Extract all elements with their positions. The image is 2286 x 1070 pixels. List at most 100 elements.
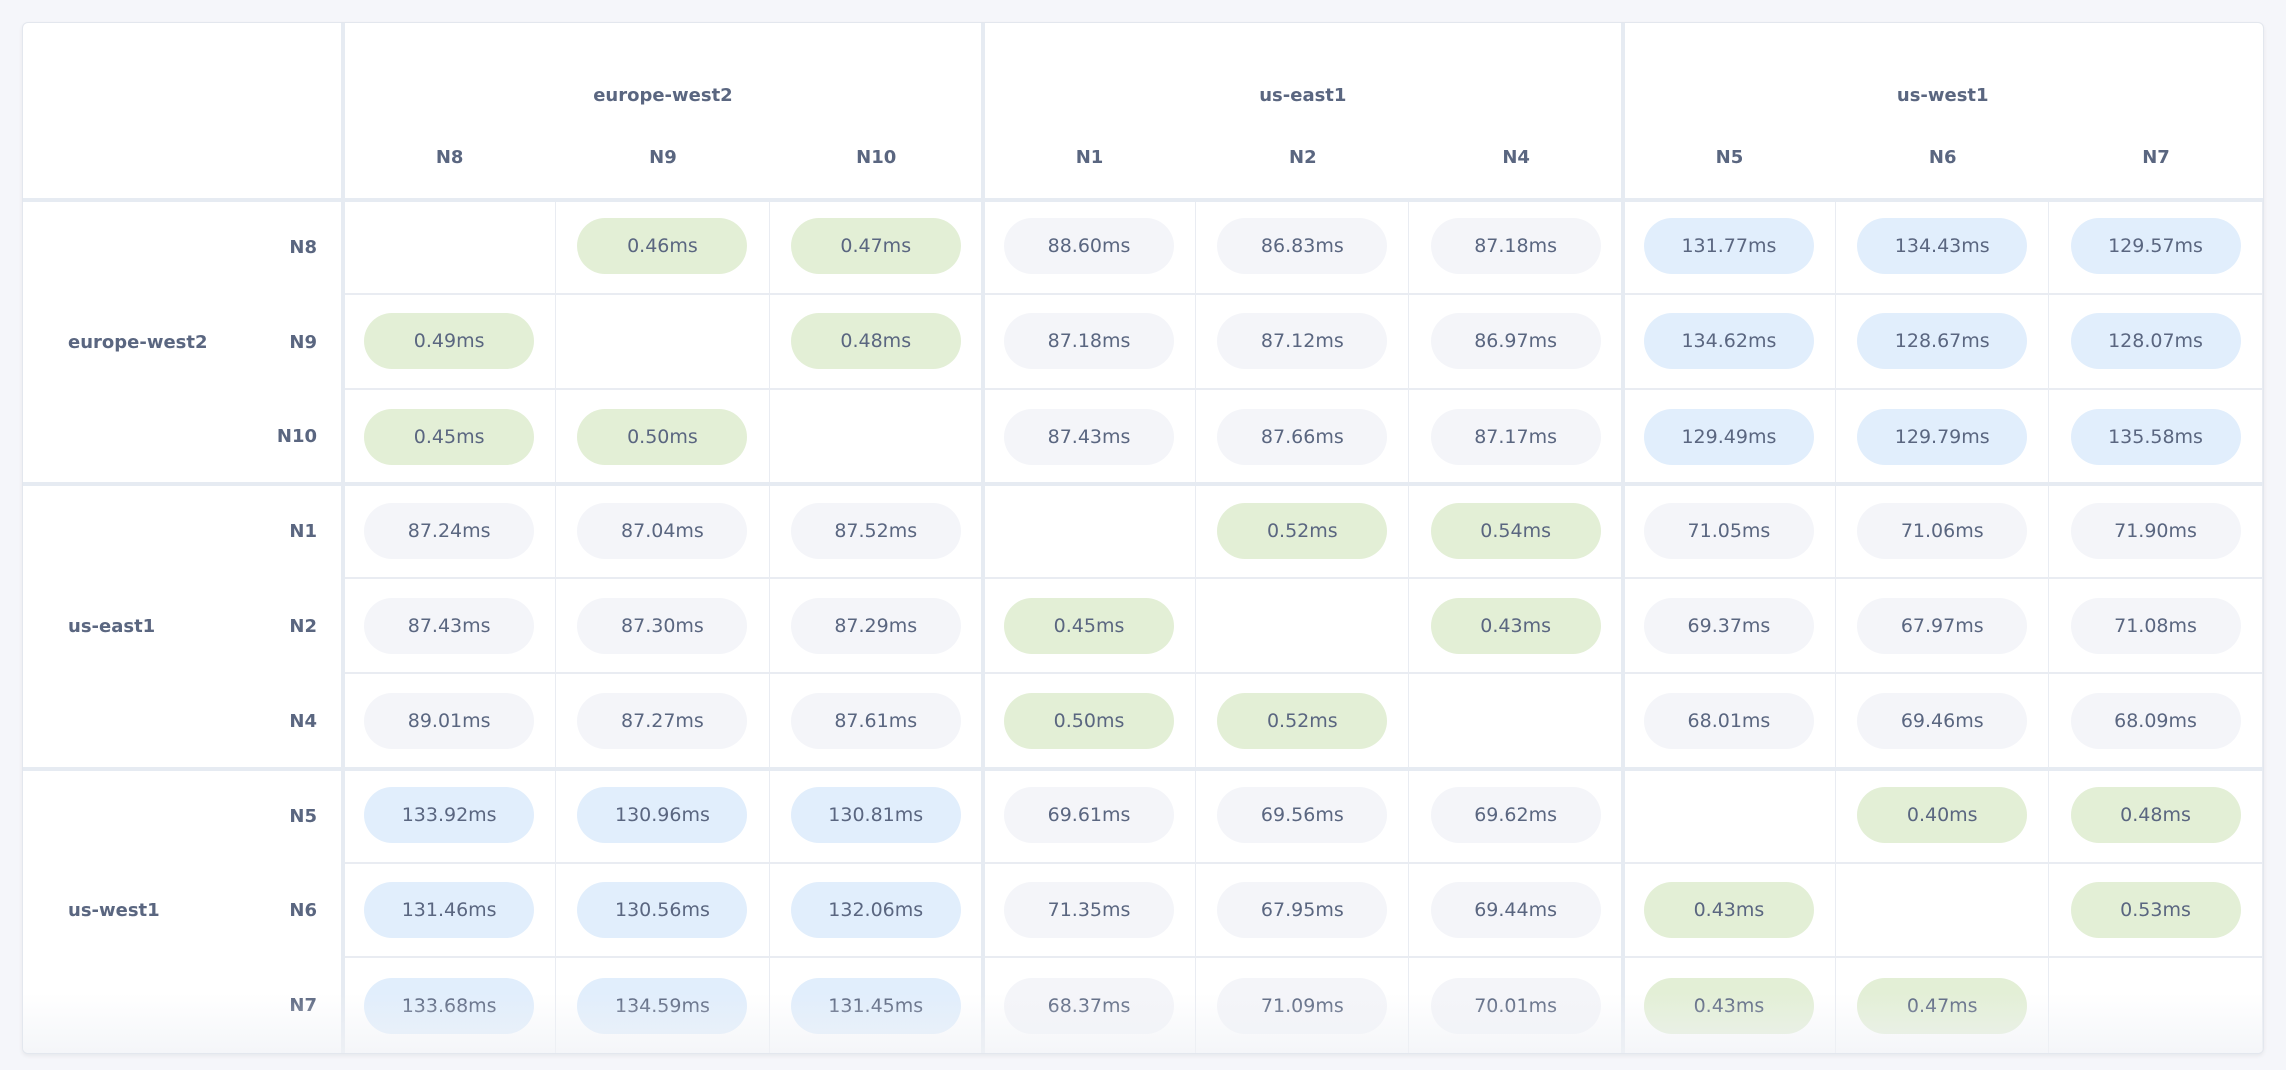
matrix-cell: 87.30ms (556, 579, 770, 674)
latency-badge-far: 129.57ms (2070, 218, 2241, 275)
latency-badge-far: 134.43ms (1857, 218, 2028, 275)
matrix-cell: 130.96ms (556, 768, 770, 864)
latency-badge-medium: 69.56ms (1217, 787, 1388, 844)
latency-badge-medium: 87.43ms (364, 597, 535, 654)
matrix-cell: 0.52ms (1196, 673, 1410, 769)
latency-badge-far: 132.06ms (790, 881, 961, 938)
latency-badge-far: 130.56ms (577, 881, 748, 938)
latency-badge-medium: 69.61ms (1004, 787, 1175, 844)
latency-badge-medium: 68.09ms (2070, 693, 2241, 750)
latency-badge-medium: 69.46ms (1857, 693, 2028, 750)
matrix-cell: 71.90ms (2049, 484, 2263, 580)
matrix-cell: 67.97ms (1836, 579, 2050, 674)
matrix-cell: 68.37ms (983, 958, 1197, 1053)
column-node-header: N4 (1502, 146, 1530, 168)
column-region-header: europe-west2 (593, 85, 733, 106)
latency-badge-medium: 87.12ms (1217, 313, 1388, 370)
matrix-cell (1622, 768, 1837, 864)
latency-badge-local: 0.48ms (790, 313, 961, 370)
latency-badge-far: 131.45ms (790, 977, 961, 1034)
matrix-cell: 87.27ms (556, 673, 770, 769)
matrix-cell (343, 200, 557, 295)
latency-badge-far: 130.81ms (790, 787, 961, 844)
matrix-cell: 129.57ms (2049, 200, 2263, 295)
latency-badge-far: 129.49ms (1643, 408, 1814, 465)
region-divider (23, 766, 2263, 771)
matrix-cell: 87.04ms (556, 484, 770, 580)
matrix-cell: 87.17ms (1409, 389, 1623, 485)
matrix-cell: 87.12ms (1196, 294, 1410, 390)
latency-badge-local: 0.45ms (364, 408, 535, 465)
region-divider (341, 23, 345, 1053)
matrix-cell: 128.67ms (1836, 294, 2050, 390)
matrix-cell: 131.45ms (770, 958, 983, 1053)
row-region-header: us-west1 (68, 900, 160, 922)
matrix-cell: 0.50ms (983, 673, 1197, 769)
matrix-cell: 0.54ms (1409, 484, 1623, 580)
latency-badge-local: 0.54ms (1430, 502, 1601, 559)
matrix-cell: 132.06ms (769, 863, 983, 959)
matrix-cell: 87.61ms (770, 673, 983, 769)
latency-badge-medium: 88.60ms (1004, 218, 1175, 275)
matrix-cell: 71.08ms (2049, 579, 2263, 674)
latency-badge-local: 0.45ms (1004, 597, 1175, 654)
matrix-cell (556, 294, 770, 390)
matrix-cell: 86.83ms (1196, 200, 1410, 295)
column-node-header: N1 (1075, 146, 1104, 168)
matrix-cell (1409, 673, 1623, 769)
latency-badge-medium: 71.35ms (1004, 881, 1175, 938)
latency-badge-local: 0.43ms (1430, 597, 1601, 654)
matrix-cell: 69.62ms (1409, 768, 1623, 864)
latency-badge-medium: 70.01ms (1430, 977, 1601, 1034)
matrix-cell: 0.43ms (1409, 579, 1623, 674)
matrix-cell: 0.46ms (556, 200, 770, 295)
latency-badge-medium: 69.62ms (1430, 787, 1601, 844)
row-node-header: N5 (289, 805, 317, 827)
latency-badge-local: 0.53ms (2070, 881, 2241, 938)
matrix-cell: 89.01ms (343, 673, 557, 769)
latency-badge-far: 131.77ms (1643, 218, 1814, 275)
matrix-cell: 134.43ms (1836, 200, 2050, 295)
matrix-cell: 129.79ms (1836, 389, 2050, 485)
matrix-cell (1196, 579, 1410, 674)
latency-badge-medium: 67.97ms (1857, 597, 2028, 654)
latency-badge-medium: 69.37ms (1643, 597, 1814, 654)
matrix-cell: 135.58ms (2049, 389, 2263, 485)
column-node-header: N7 (2142, 146, 2170, 168)
row-node-header: N1 (289, 521, 317, 543)
matrix-cell: 87.18ms (1409, 200, 1623, 295)
matrix-cell: 0.48ms (2049, 768, 2263, 864)
matrix-cell: 88.60ms (982, 200, 1197, 295)
matrix-cell: 133.68ms (343, 958, 557, 1053)
latency-badge-local: 0.43ms (1643, 977, 1814, 1034)
matrix-cell: 67.95ms (1196, 863, 1410, 959)
latency-badge-medium: 86.83ms (1217, 218, 1388, 275)
row-node-header: N7 (289, 995, 317, 1017)
column-node-header: N6 (1928, 146, 1957, 168)
latency-badge-medium: 87.30ms (577, 597, 748, 654)
latency-badge-medium: 71.09ms (1217, 977, 1388, 1034)
column-node-header: N2 (1289, 146, 1317, 168)
matrix-cell (2049, 958, 2263, 1053)
matrix-cell: 68.01ms (1623, 673, 1837, 769)
latency-matrix: europe-west2 N8 N9 N10 europe-west2 us-east1 N… (23, 23, 2263, 1053)
matrix-cell: 71.06ms (1836, 484, 2050, 580)
matrix-cell: 87.52ms (769, 484, 983, 580)
row-node-header: N2 (289, 616, 317, 638)
row-node-header: N6 (289, 900, 317, 922)
matrix-cell: 87.43ms (343, 579, 557, 674)
latency-badge-medium: 68.37ms (1004, 977, 1175, 1034)
latency-badge-medium: 87.43ms (1004, 408, 1175, 465)
latency-badge-medium: 71.06ms (1857, 502, 2028, 559)
matrix-cell: 71.09ms (1196, 958, 1410, 1053)
latency-badge-far: 129.79ms (1857, 408, 2028, 465)
latency-badge-medium: 87.52ms (790, 502, 961, 559)
column-node-header: N8 (435, 146, 464, 168)
matrix-cell: 128.07ms (2049, 294, 2263, 390)
latency-badge-far: 128.07ms (2070, 313, 2241, 370)
latency-badge-medium: 71.08ms (2070, 597, 2241, 654)
latency-badge-medium: 87.66ms (1217, 408, 1388, 465)
row-node-header: N4 (289, 710, 317, 732)
latency-badge-far: 128.67ms (1857, 313, 2028, 370)
matrix-cell: 69.61ms (982, 768, 1197, 864)
